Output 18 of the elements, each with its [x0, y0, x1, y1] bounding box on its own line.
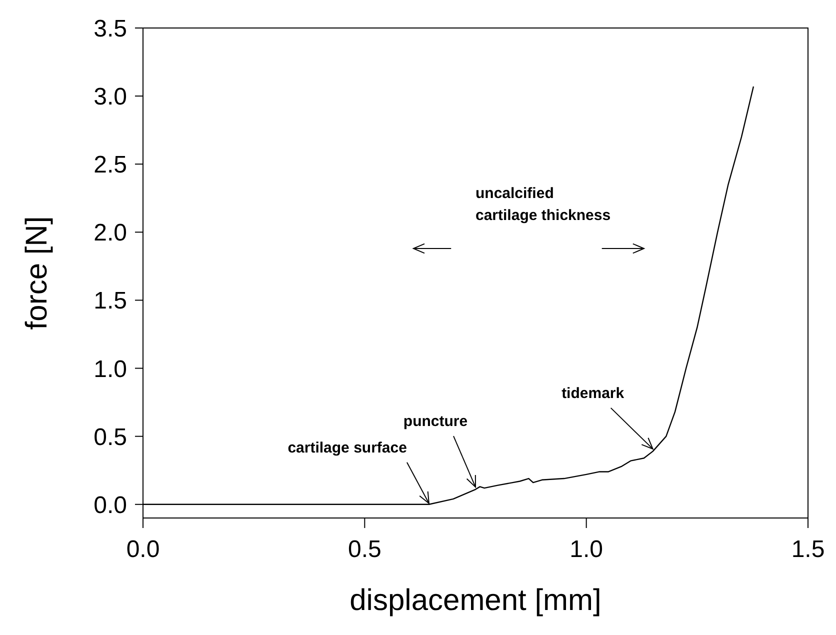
- annotation: tidemark: [562, 384, 625, 402]
- annotation: puncture: [403, 413, 468, 430]
- annotation: cartilage surface: [288, 439, 407, 456]
- y-tick-label: 2.0: [94, 220, 127, 247]
- y-tick-label: 0.0: [94, 492, 127, 519]
- y-tick-label: 3.0: [94, 84, 127, 111]
- y-tick-label: 1.5: [94, 288, 127, 315]
- x-tick-label: 0.0: [126, 536, 160, 564]
- x-axis-title: displacement [mm]: [350, 584, 602, 617]
- x-tick-label: 1.0: [570, 536, 604, 564]
- y-tick-label: 0.5: [94, 424, 127, 451]
- x-tick-label: 1.5: [791, 536, 825, 564]
- y-tick-label: 1.0: [94, 356, 127, 383]
- y-tick-label: 3.5: [94, 16, 127, 43]
- x-tick-label: 0.5: [348, 536, 382, 564]
- y-tick-label: 2.5: [94, 152, 127, 179]
- annotation: uncalcified cartilage thickness: [476, 185, 611, 224]
- y-axis-title: force [N]: [20, 216, 54, 330]
